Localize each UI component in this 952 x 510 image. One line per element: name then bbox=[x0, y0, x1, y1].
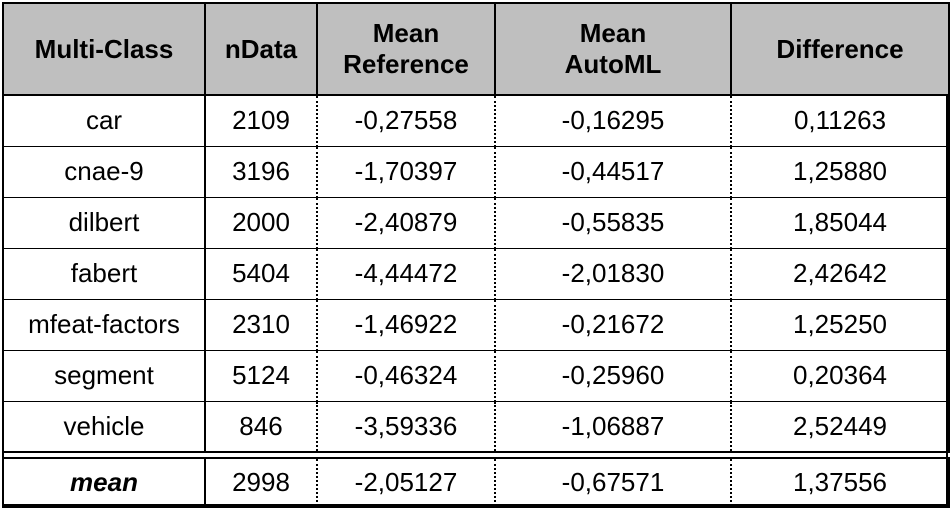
table-row: vehicle 846 -3,59336 -1,06887 2,52449 bbox=[2, 400, 950, 453]
cell-mean-automl: -0,21672 bbox=[495, 298, 732, 351]
cell-mean-automl: -0,55835 bbox=[495, 196, 732, 249]
cell-mean-reference: -0,27558 bbox=[317, 94, 496, 147]
header-difference-label: Difference bbox=[776, 33, 904, 64]
cell-mean-reference: -1,46922 bbox=[317, 298, 496, 351]
header-multi-class: Multi-Class bbox=[2, 2, 206, 96]
header-mean-reference-line2: Reference bbox=[343, 49, 469, 79]
table-body: car 2109 -0,27558 -0,16295 0,11263 cnae-… bbox=[2, 94, 950, 508]
cell-mean-automl: -0,44517 bbox=[495, 145, 732, 198]
cell-summary-difference: 1,37556 bbox=[731, 457, 950, 508]
cell-difference: 1,25250 bbox=[731, 298, 950, 351]
cell-ndata: 5124 bbox=[205, 349, 318, 402]
header-difference: Difference bbox=[730, 2, 950, 96]
table-row: car 2109 -0,27558 -0,16295 0,11263 bbox=[2, 94, 950, 147]
header-row: Multi-Class nData Mean Reference Mean Au… bbox=[2, 2, 950, 96]
cell-ndata: 5404 bbox=[205, 247, 318, 300]
cell-ndata: 2000 bbox=[205, 196, 318, 249]
header-mean-reference: Mean Reference bbox=[316, 2, 496, 96]
cell-mean-reference: -0,46324 bbox=[317, 349, 496, 402]
header-mean-automl-line1: Mean bbox=[579, 18, 647, 48]
cell-mean-reference: -2,40879 bbox=[317, 196, 496, 249]
cell-ndata: 2310 bbox=[205, 298, 318, 351]
cell-dataset-name: cnae-9 bbox=[2, 145, 206, 198]
table-row: cnae-9 3196 -1,70397 -0,44517 1,25880 bbox=[2, 145, 950, 198]
cell-mean-automl: -2,01830 bbox=[495, 247, 732, 300]
cell-difference: 2,52449 bbox=[731, 400, 950, 453]
cell-mean-reference: -4,44472 bbox=[317, 247, 496, 300]
cell-mean-reference: -1,70397 bbox=[317, 145, 496, 198]
table-row: mfeat-factors 2310 -1,46922 -0,21672 1,2… bbox=[2, 298, 950, 351]
header-ndata-label: nData bbox=[224, 33, 298, 64]
cell-difference: 0,11263 bbox=[731, 94, 950, 147]
cell-summary-name: mean bbox=[2, 457, 206, 508]
cell-summary-mean-automl: -0,67571 bbox=[495, 457, 732, 508]
cell-difference: 2,42642 bbox=[731, 247, 950, 300]
cell-dataset-name: vehicle bbox=[2, 400, 206, 453]
header-mean-automl-line2: AutoML bbox=[564, 49, 662, 79]
cell-ndata: 2109 bbox=[205, 94, 318, 147]
cell-difference: 1,25880 bbox=[731, 145, 950, 198]
table-header: Multi-Class nData Mean Reference Mean Au… bbox=[2, 2, 950, 96]
summary-row: mean 2998 -2,05127 -0,67571 1,37556 bbox=[2, 457, 950, 508]
header-ndata: nData bbox=[204, 2, 318, 96]
cell-summary-ndata: 2998 bbox=[205, 457, 318, 508]
header-mean-reference-line1: Mean bbox=[372, 18, 440, 48]
cell-difference: 0,20364 bbox=[731, 349, 950, 402]
cell-dataset-name: dilbert bbox=[2, 196, 206, 249]
cell-ndata: 3196 bbox=[205, 145, 318, 198]
cell-dataset-name: segment bbox=[2, 349, 206, 402]
cell-summary-mean-reference: -2,05127 bbox=[317, 457, 496, 508]
table-row: fabert 5404 -4,44472 -2,01830 2,42642 bbox=[2, 247, 950, 300]
cell-dataset-name: mfeat-factors bbox=[2, 298, 206, 351]
cell-mean-automl: -0,25960 bbox=[495, 349, 732, 402]
cell-mean-automl: -0,16295 bbox=[495, 94, 732, 147]
cell-dataset-name: fabert bbox=[2, 247, 206, 300]
cell-mean-reference: -3,59336 bbox=[317, 400, 496, 453]
cell-mean-automl: -1,06887 bbox=[495, 400, 732, 453]
cell-dataset-name: car bbox=[2, 94, 206, 147]
header-multi-class-label: Multi-Class bbox=[34, 33, 174, 64]
cell-ndata: 846 bbox=[205, 400, 318, 453]
table-row: segment 5124 -0,46324 -0,25960 0,20364 bbox=[2, 349, 950, 402]
table-row: dilbert 2000 -2,40879 -0,55835 1,85044 bbox=[2, 196, 950, 249]
cell-difference: 1,85044 bbox=[731, 196, 950, 249]
header-mean-automl: Mean AutoML bbox=[494, 2, 732, 96]
